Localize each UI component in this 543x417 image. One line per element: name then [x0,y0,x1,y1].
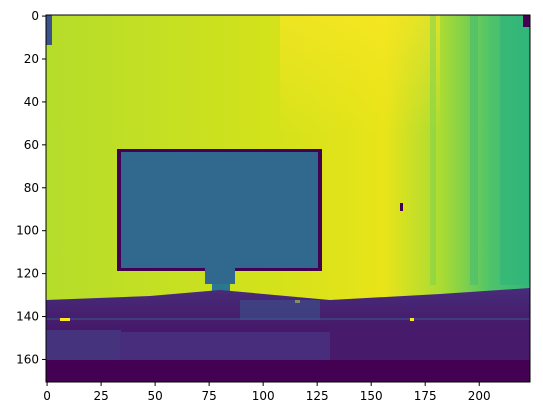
image-area [46,15,530,382]
streak [470,15,478,285]
x-tick-label: 175 [414,389,437,403]
noise-mark [400,203,403,211]
floor-bottom [46,360,530,382]
plot-frame [45,14,531,383]
y-tick-label: 160 [16,352,39,366]
x-tick-label: 125 [306,389,329,403]
y-tick-label: 40 [24,95,39,109]
x-tick-label: 100 [252,389,275,403]
monitor-stand-neck [205,266,235,284]
y-axis: 0 20 40 60 80 100 120 140 160 [16,9,46,366]
noise-patch [240,300,320,320]
y-tick-label: 0 [31,9,39,23]
y-tick-label: 100 [16,224,39,238]
edge-artifact [523,15,530,27]
floor-mid [120,332,330,362]
y-tick-label: 20 [24,52,39,66]
streak [500,15,530,285]
x-axis: 0 25 50 75 100 125 150 175 200 [43,382,491,403]
y-tick-label: 140 [16,310,39,324]
x-tick-label: 0 [43,389,51,403]
monitor-screen [121,152,318,268]
wall-highlight [280,15,440,135]
edge-artifact [46,15,52,45]
noise-mark [60,318,70,321]
x-tick-label: 200 [468,389,491,403]
x-tick-label: 75 [201,389,216,403]
y-tick-label: 80 [24,181,39,195]
x-tick-label: 150 [360,389,383,403]
floor-right [330,325,530,360]
x-tick-label: 25 [93,389,108,403]
noise-mark [410,318,414,321]
y-tick-label: 60 [24,138,39,152]
y-tick-label: 120 [16,267,39,281]
x-tick-label: 50 [147,389,162,403]
streak [430,15,436,285]
